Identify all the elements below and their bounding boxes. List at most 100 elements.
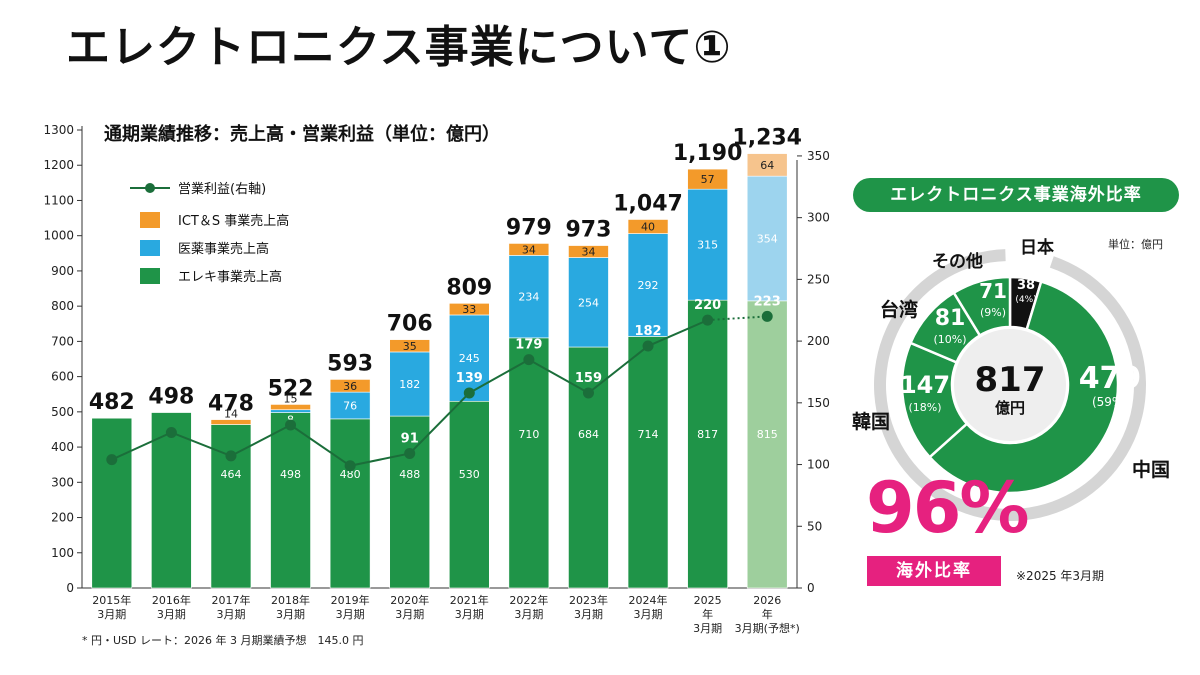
category-label: 2025 年 3月期 [693,594,722,635]
page-title: エレクトロニクス事業について① [66,22,732,73]
bar-total-label: 809 [446,275,492,300]
slice-value: 81 [935,306,966,331]
bar-value-label: 36 [343,380,357,393]
left-tick-label: 1100 [43,193,74,207]
legend-label: ICT＆S 事業売上高 [178,213,289,229]
slice-value: 38 [1017,278,1035,293]
profit-point [404,447,416,459]
bar-value-label: 245 [459,352,480,365]
profit-point [165,426,177,438]
slice-percent: (9%) [980,306,1006,319]
profit-label: 220 [694,298,721,313]
left-tick-label: 900 [51,264,74,278]
bar-total-label: 706 [387,312,433,337]
bar-segment [329,418,371,589]
right-tick-label: 100 [807,458,830,472]
category-label: 2023年 3月期 [569,593,608,621]
slice-percent: (4%) [1015,295,1036,305]
bar-segment [329,379,371,393]
bar-value-label: 714 [638,428,659,441]
left-tick-label: 200 [51,511,74,525]
country-label-korea: 韓国 [852,411,891,433]
legend-swatch [140,212,160,228]
bar-segment [448,303,490,316]
slice-value: 71 [979,279,1007,303]
category-label: 2020年 3月期 [390,593,429,621]
left-tick-label: 800 [51,299,74,313]
bar-value-label: 182 [399,378,420,391]
profit-point [225,450,237,462]
bar-value-label: 817 [697,428,718,441]
slice-value: 479 [1079,361,1142,396]
country-label-china: 中国 [1132,459,1171,481]
left-tick-label: 600 [51,370,74,384]
profit-point [523,354,535,366]
bar-total-label: 478 [208,392,254,417]
bar-value-label: 15 [284,392,298,405]
category-label: 2016年 3月期 [152,593,191,621]
bar-value-label: 315 [697,239,718,252]
bar-total-label: 973 [565,218,611,243]
profit-point [642,340,654,352]
slice-percent: (18%) [908,401,941,414]
right-tick-label: 350 [807,149,830,163]
category-label: 2017年 3月期 [211,593,250,621]
donut-title: エレクトロニクス事業海外比率 [853,178,1179,212]
bar-segment [389,351,431,417]
left-tick-label: 1000 [43,229,74,243]
country-label-other: その他 [932,252,983,272]
right-tick-label: 50 [807,519,822,533]
left-tick-label: 300 [51,475,74,489]
bar-segment [389,339,431,353]
profit-label: 139 [456,371,483,386]
slice-percent: (59%) [1092,395,1128,409]
left-tick-label: 500 [51,405,74,419]
left-tick-label: 100 [51,546,74,560]
profit-label: 182 [634,324,661,339]
slice-value: 147 [900,371,950,399]
bar-segment [508,243,550,256]
bar-segment [270,404,311,411]
country-label-japan: 日本 [1020,238,1054,258]
profit-label: 91 [401,431,419,446]
bar-segment [746,175,788,302]
bar-value-label: 684 [578,428,599,441]
bar-segment [270,412,311,589]
bar-value-label: 354 [757,233,778,246]
left-tick-label: 400 [51,440,74,454]
bar-segment [746,300,788,589]
bar-value-label: 33 [462,303,476,316]
bar-value-label: 64 [760,159,774,172]
left-tick-label: 700 [51,334,74,348]
country-label-taiwan: 台湾 [880,299,919,321]
donut-total: 817 [975,360,1046,400]
donut-slice [927,280,1120,495]
bar-total-label: 498 [148,385,194,410]
bar-segment [687,168,728,190]
fiscal-year-note: ※2025 年3月期 [1016,569,1105,583]
legend-swatch [140,240,160,256]
rate-footnote: * 円・USD レート：2026 年 3 月期業績予想 145.0 円 [82,634,364,647]
bar-value-label: 464 [220,468,241,481]
right-tick-label: 150 [807,396,830,410]
category-label: 2021年 3月期 [450,593,489,621]
bar-segment [627,219,669,234]
profit-label: 179 [515,338,542,353]
profit-point [761,310,773,322]
bar-segment [568,257,609,348]
bar-total-label: 979 [506,215,552,240]
bar-value-label: 14 [224,408,238,421]
left-tick-label: 0 [66,581,74,595]
bar-total-label: 593 [327,351,373,376]
donut-slice [952,275,1012,338]
bar-segment [448,400,490,589]
bar-value-label: 35 [403,340,417,353]
bar-segment [270,409,311,413]
legend-swatch [140,268,160,284]
bar-segment [91,417,133,589]
bar-total-label: 522 [268,376,314,401]
overseas-ratio-value: 96% [866,467,1030,549]
right-tick-label: 250 [807,272,830,286]
